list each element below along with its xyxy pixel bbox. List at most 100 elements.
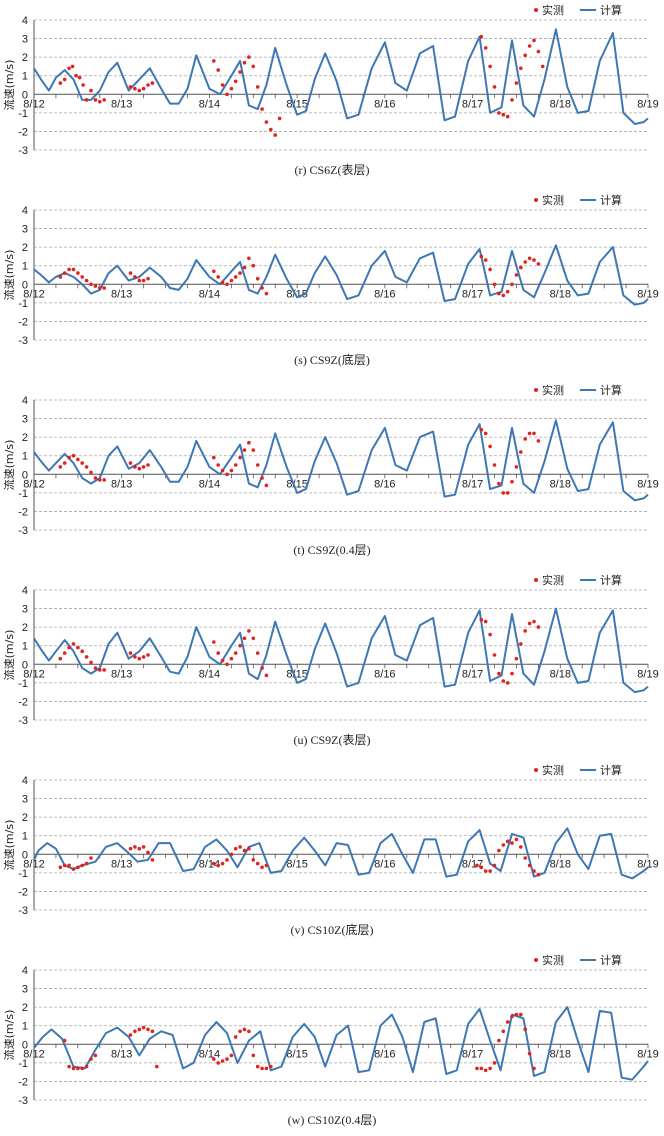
measured-point xyxy=(62,863,67,868)
measured-point xyxy=(514,465,519,469)
measured-point xyxy=(264,483,269,488)
measured-point xyxy=(497,1038,501,1043)
chart-caption: (s) CS9Z(底层) xyxy=(294,352,370,367)
measured-point xyxy=(146,653,150,657)
y-tick-label: 0 xyxy=(22,279,28,291)
measured-point xyxy=(216,275,220,279)
measured-point xyxy=(475,1066,479,1071)
measured-point xyxy=(255,1064,260,1069)
measured-point xyxy=(89,470,93,475)
measured-point xyxy=(80,461,84,465)
measured-point xyxy=(260,286,264,290)
y-tick-label: 3 xyxy=(22,414,28,426)
measured-point xyxy=(137,278,142,283)
measured-point xyxy=(84,98,89,102)
chart-svg: 4 3 2 1 0 -1 -2 -3 8/12 8/13 8/14 8/15 8/16 8/17 8/18 8… xyxy=(2,3,659,177)
chart-caption: (r) CS6Z(表层) xyxy=(295,163,370,177)
measured-point xyxy=(229,278,234,283)
y-tick-label: 0 xyxy=(22,1039,28,1051)
measured-point xyxy=(70,64,75,69)
measured-point xyxy=(501,679,506,683)
measured-point xyxy=(483,619,488,624)
measured-point xyxy=(519,642,523,646)
measured-point xyxy=(155,1064,159,1069)
x-tick-label: 8/13 xyxy=(111,858,132,870)
x-tick-label: 8/14 xyxy=(199,478,220,490)
measured-point xyxy=(532,619,536,624)
measured-point xyxy=(514,273,519,277)
measured-point xyxy=(93,284,98,288)
x-tick-label: 8/19 xyxy=(637,478,658,490)
y-tick-label: 3 xyxy=(22,794,28,806)
measured-point xyxy=(519,66,523,71)
measured-point xyxy=(483,431,488,436)
measured-point xyxy=(220,83,225,87)
measured-point xyxy=(247,846,251,851)
measured-point xyxy=(133,655,137,659)
measured-point xyxy=(233,651,238,655)
measured-point xyxy=(523,260,527,264)
measured-point xyxy=(251,1053,256,1058)
chart-caption: (u) CS9Z(表层) xyxy=(294,733,371,747)
x-tick-label: 8/17 xyxy=(462,288,483,300)
measured-point xyxy=(492,463,497,467)
legend: 实测 计算 xyxy=(534,193,622,207)
measured-point xyxy=(264,291,269,296)
x-tick-label: 8/18 xyxy=(550,288,571,300)
measured-point xyxy=(225,662,229,667)
measured-point xyxy=(62,271,67,275)
measured-point xyxy=(146,276,150,281)
y-tick-label: -1 xyxy=(18,868,28,880)
measured-point xyxy=(225,1057,229,1061)
measured-point xyxy=(488,632,492,637)
chart-panel: 4 3 2 1 0 -1 -2 -3 8/12 8/13 8/14 8/15 8/16 8/17 8/18 8… xyxy=(0,760,664,946)
measured-point xyxy=(220,861,225,866)
y-tick-label: 4 xyxy=(22,205,28,217)
measured-point xyxy=(212,1057,216,1061)
measured-point xyxy=(269,127,273,132)
measured-point xyxy=(251,448,256,452)
measured-point xyxy=(523,1027,527,1032)
y-tick-label: -1 xyxy=(18,298,28,310)
measured-point xyxy=(77,75,82,80)
measured-point xyxy=(260,865,264,870)
chart-caption: (w) CS10Z(0.4层) xyxy=(288,1113,377,1127)
measured-point xyxy=(238,643,242,648)
measured-point xyxy=(483,869,488,873)
chart-svg: 4 3 2 1 0 -1 -2 -3 8/12 8/13 8/14 8/15 8/16 8/17 8/18 8… xyxy=(2,383,659,557)
measured-point xyxy=(81,83,85,87)
measured-point xyxy=(141,655,146,659)
measured-point xyxy=(80,275,84,279)
measured-point xyxy=(67,645,71,650)
measured-point xyxy=(519,265,523,270)
legend-label-measured: 实测 xyxy=(542,953,564,967)
chart-panel: 4 3 2 1 0 -1 -2 -3 8/12 8/13 8/14 8/15 8/16 8/17 8/18 8… xyxy=(0,380,664,566)
y-tick-label: 3 xyxy=(22,984,28,996)
measured-point xyxy=(514,656,519,661)
measured-point xyxy=(80,863,84,868)
measured-point xyxy=(102,478,106,482)
measured-point xyxy=(510,282,514,287)
y-tick-label: 2 xyxy=(22,52,28,64)
x-tick-label: 8/12 xyxy=(23,1048,44,1060)
x-tick-label: 8/18 xyxy=(550,98,571,110)
measured-point xyxy=(71,642,76,646)
measured-point xyxy=(479,34,484,39)
measured-point xyxy=(98,668,102,672)
y-tick-label: -3 xyxy=(18,715,28,727)
measured-point xyxy=(80,1066,84,1071)
measured-point xyxy=(519,845,523,849)
measured-point xyxy=(141,86,146,91)
measured-point xyxy=(62,651,67,655)
measured-point xyxy=(527,621,532,626)
x-tick-label: 8/12 xyxy=(23,288,44,300)
y-tick-label: -3 xyxy=(18,905,28,917)
measured-point xyxy=(492,282,497,287)
measured-point xyxy=(62,77,67,82)
measured-point xyxy=(80,649,84,654)
legend-marker-measured xyxy=(534,198,538,202)
y-tick-label: 2 xyxy=(22,812,28,824)
y-tick-label: 4 xyxy=(22,585,28,597)
measured-point xyxy=(76,271,80,275)
measured-point xyxy=(225,858,229,862)
